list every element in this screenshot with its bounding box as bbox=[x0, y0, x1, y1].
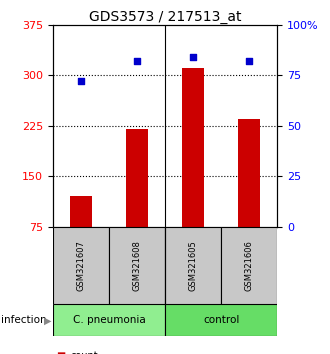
Point bbox=[190, 54, 196, 60]
Bar bbox=[182, 69, 204, 227]
Bar bbox=[109, 227, 165, 304]
Point bbox=[247, 58, 252, 64]
Text: GSM321606: GSM321606 bbox=[245, 240, 254, 291]
Text: C. pneumonia: C. pneumonia bbox=[73, 315, 145, 325]
Bar bbox=[238, 119, 260, 227]
Bar bbox=[70, 196, 92, 227]
Text: control: control bbox=[203, 315, 239, 325]
Text: infection: infection bbox=[1, 315, 46, 325]
Text: GSM321605: GSM321605 bbox=[188, 240, 198, 291]
Point bbox=[134, 58, 140, 64]
Bar bbox=[126, 129, 148, 227]
Bar bbox=[165, 304, 277, 336]
Text: count: count bbox=[71, 351, 99, 354]
Point bbox=[78, 79, 83, 84]
Bar bbox=[53, 227, 109, 304]
Text: GSM321607: GSM321607 bbox=[76, 240, 85, 291]
Bar bbox=[221, 227, 277, 304]
Text: GSM321608: GSM321608 bbox=[132, 240, 142, 291]
Text: ■: ■ bbox=[56, 351, 65, 354]
Text: ▶: ▶ bbox=[44, 315, 51, 325]
Bar bbox=[53, 304, 165, 336]
Title: GDS3573 / 217513_at: GDS3573 / 217513_at bbox=[89, 10, 241, 24]
Bar bbox=[165, 227, 221, 304]
